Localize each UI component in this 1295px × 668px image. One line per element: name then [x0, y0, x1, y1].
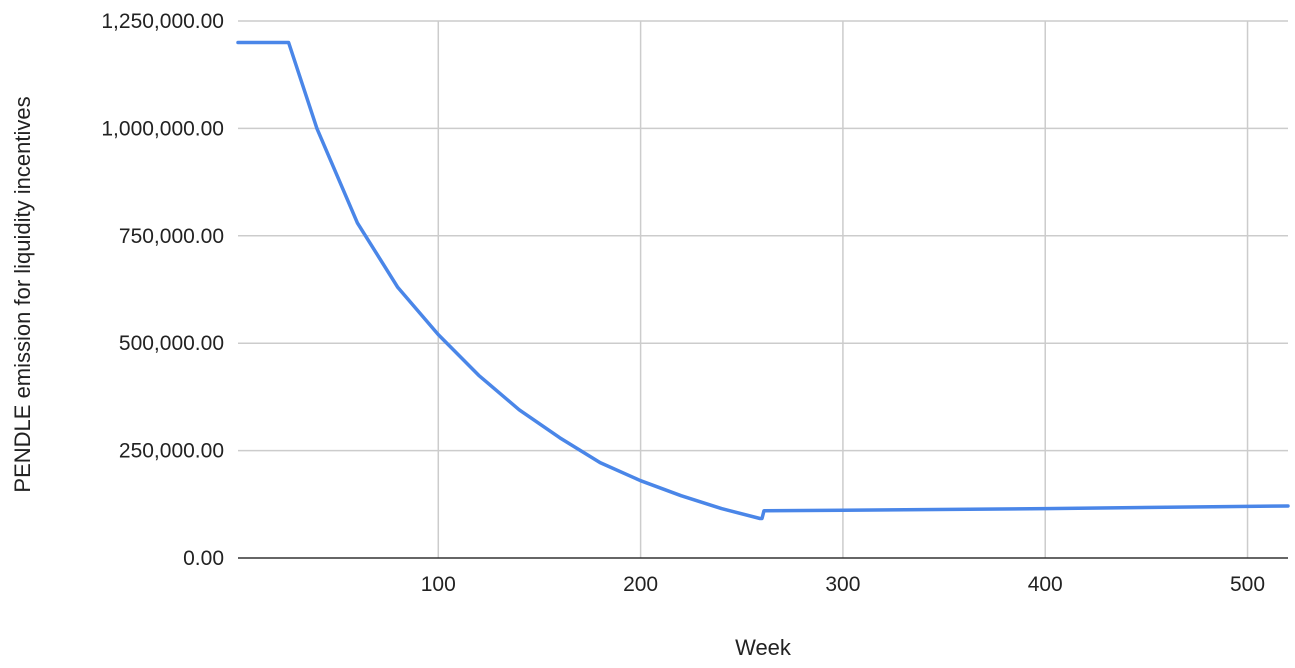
y-tick-label: 750,000.00: [119, 225, 224, 248]
x-tick-label: 500: [1230, 573, 1265, 596]
series-line: [236, 40, 1290, 521]
y-tick-label: 1,000,000.00: [101, 117, 224, 140]
y-tick-label: 500,000.00: [119, 332, 224, 355]
y-axis-title: PENDLE emission for liquidity incentives: [10, 96, 35, 492]
y-tick-label: 0.00: [183, 547, 224, 570]
x-tick-label: 300: [825, 573, 860, 596]
series-layer: [236, 40, 1290, 521]
label-layer: 0.00 250,000.00 500,000.00 750,000.00 1,000,…: [101, 10, 1265, 596]
grid-layer: [238, 20, 1288, 558]
x-tick-label: 200: [623, 573, 658, 596]
y-tick-label: 250,000.00: [119, 440, 224, 463]
x-axis-title: Week: [735, 635, 792, 660]
y-tick-label: 1,250,000.00: [101, 10, 224, 33]
x-tick-label: 400: [1028, 573, 1063, 596]
x-tick-label: 100: [421, 573, 456, 596]
